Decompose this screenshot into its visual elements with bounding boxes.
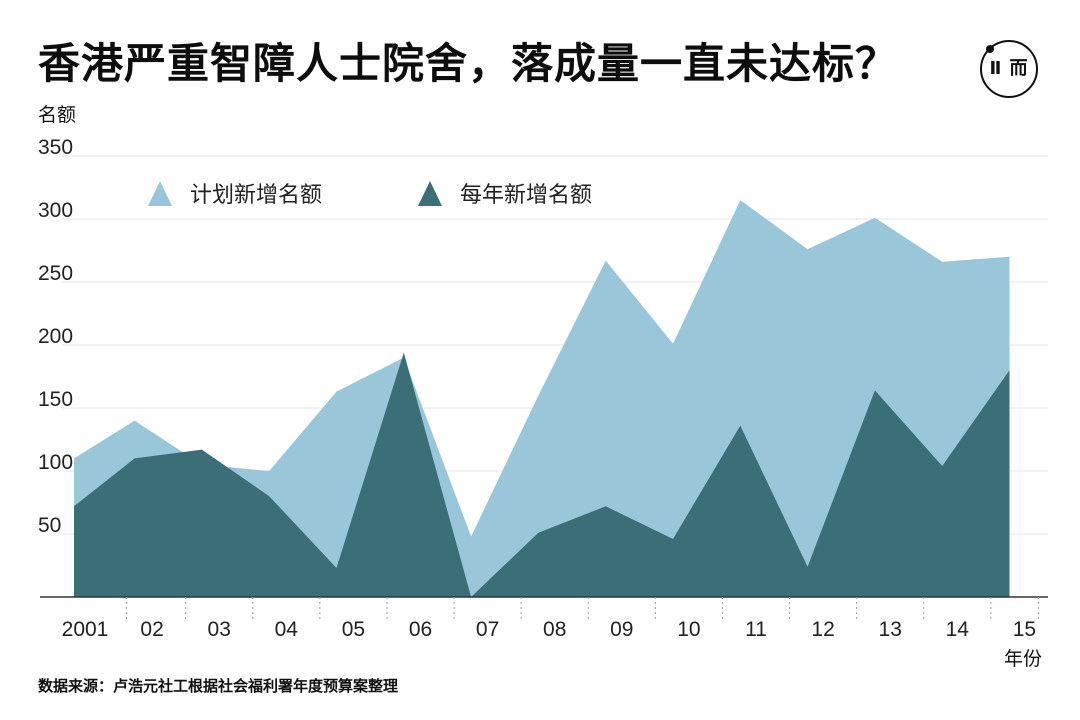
y-tick-label: 50 <box>38 514 61 537</box>
data-source-note: 数据来源：卢浩元社工根据社会福利署年度预算案整理 <box>38 677 399 695</box>
x-tick-label: 09 <box>610 618 633 641</box>
planned-area <box>74 200 1010 597</box>
logo-text: Ⅱ 而 <box>989 58 1029 79</box>
x-tick-label: 08 <box>543 618 566 641</box>
chart-title: 香港严重智障人士院舍，落成量一直未达标？ <box>38 39 899 88</box>
y-tick-label: 300 <box>38 199 73 222</box>
legend-marker-actual <box>418 181 442 206</box>
x-tick-label: 05 <box>342 618 365 641</box>
x-tick-label: 15 <box>1013 618 1036 641</box>
x-tick-label: 11 <box>745 618 767 641</box>
x-tick-label: 13 <box>879 618 902 641</box>
x-tick-label: 10 <box>677 618 700 641</box>
initium-logo-icon: Ⅱ 而 <box>980 40 1038 98</box>
legend-marker-planned <box>148 181 172 206</box>
x-tick-label: 2001 <box>62 618 109 641</box>
x-tick-label: 12 <box>811 618 834 641</box>
logo-dot <box>986 45 994 53</box>
y-tick-label: 200 <box>38 325 73 348</box>
y-axis-unit-label: 名额 <box>38 104 77 126</box>
x-tick-label: 03 <box>208 618 231 641</box>
y-tick-label: 100 <box>38 451 73 474</box>
legend-label-actual: 每年新增名额 <box>460 183 592 208</box>
actual-area <box>74 352 1010 597</box>
x-tick-label: 06 <box>409 618 432 641</box>
y-tick-label: 350 <box>38 136 73 159</box>
x-tick-label: 14 <box>946 618 970 641</box>
x-tick-label: 02 <box>140 618 163 641</box>
x-tick-label: 04 <box>275 618 299 641</box>
legend-label-planned: 计划新增名额 <box>190 183 322 208</box>
x-axis-unit-label: 年份 <box>1004 648 1043 670</box>
x-tick-label: 07 <box>476 618 499 641</box>
y-tick-label: 150 <box>38 388 73 411</box>
y-tick-label: 250 <box>38 262 73 285</box>
